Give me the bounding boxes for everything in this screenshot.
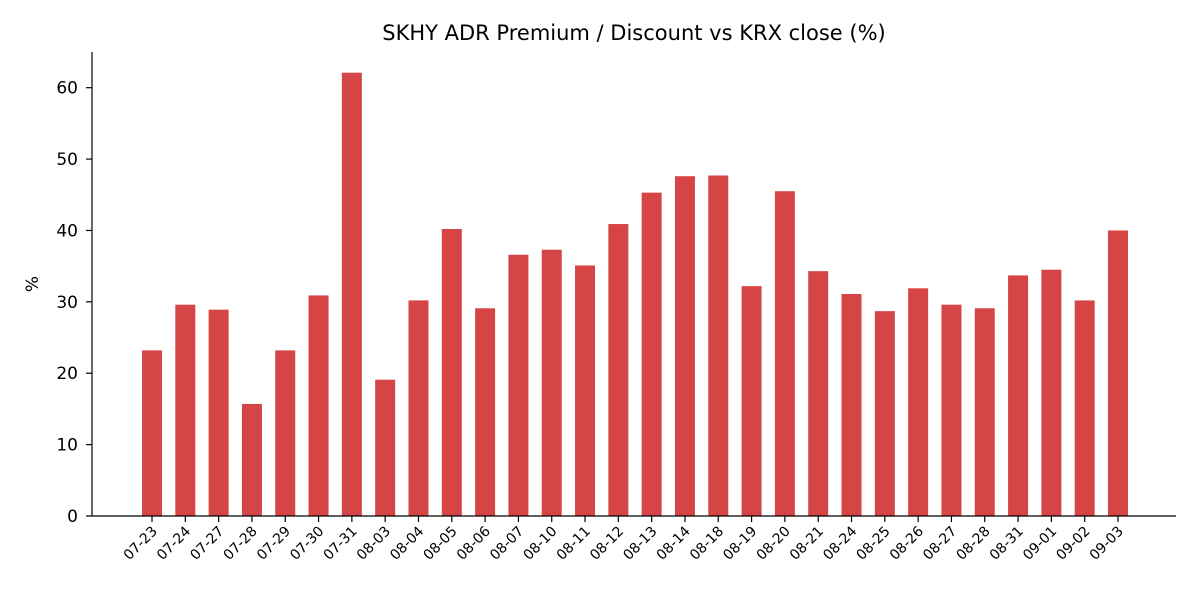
bar-08-13 bbox=[641, 192, 662, 516]
bars-group bbox=[142, 72, 1128, 517]
x-tick-label: 08-06 bbox=[454, 523, 494, 563]
y-tick-label: 60 bbox=[56, 79, 78, 99]
bar-08-28 bbox=[974, 308, 995, 516]
x-tick-label: 08-25 bbox=[854, 524, 894, 564]
x-tick-label: 08-28 bbox=[954, 524, 994, 564]
bar-08-31 bbox=[1008, 275, 1029, 516]
x-tick-label: 08-07 bbox=[487, 524, 527, 564]
bar-08-14 bbox=[674, 176, 695, 516]
x-tick-label: 07-30 bbox=[287, 524, 327, 564]
y-tick-label: 40 bbox=[56, 221, 78, 241]
bar-07-30 bbox=[308, 295, 329, 516]
x-tick-label: 08-18 bbox=[687, 524, 727, 564]
bar-08-06 bbox=[475, 308, 496, 516]
x-tick-label: 08-26 bbox=[887, 523, 927, 563]
x-tick-label: 08-21 bbox=[787, 524, 827, 564]
bar-07-28 bbox=[241, 403, 262, 516]
x-tick-label: 08-03 bbox=[354, 524, 394, 564]
x-tick-label: 09-01 bbox=[1020, 524, 1060, 564]
x-axis: 07-2307-2407-2707-2807-2907-3007-3108-03… bbox=[92, 515, 1176, 564]
bar-08-10 bbox=[541, 249, 562, 517]
x-tick-label: 07-24 bbox=[154, 523, 194, 563]
bar-08-21 bbox=[808, 271, 829, 516]
bar-07-24 bbox=[175, 304, 196, 516]
bar-08-27 bbox=[941, 304, 962, 516]
bar-09-03 bbox=[1108, 230, 1128, 516]
bar-07-23 bbox=[142, 350, 162, 516]
x-tick-label: 09-03 bbox=[1087, 524, 1127, 564]
x-tick-label: 08-20 bbox=[754, 524, 794, 564]
y-tick-label: 50 bbox=[56, 150, 78, 170]
bar-08-20 bbox=[774, 191, 795, 516]
x-tick-label: 08-31 bbox=[987, 524, 1027, 564]
bar-08-11 bbox=[575, 265, 596, 516]
bar-08-12 bbox=[608, 224, 629, 517]
bar-07-27 bbox=[208, 309, 229, 516]
bar-08-25 bbox=[874, 311, 895, 516]
x-tick-label: 08-14 bbox=[654, 523, 694, 563]
x-tick-label: 07-23 bbox=[121, 524, 161, 564]
x-tick-label: 08-11 bbox=[554, 524, 594, 564]
bar-08-24 bbox=[841, 293, 862, 516]
bar-08-04 bbox=[408, 300, 429, 516]
y-tick-label: 0 bbox=[67, 507, 78, 527]
x-tick-label: 07-28 bbox=[221, 524, 261, 564]
y-tick-label: 10 bbox=[56, 436, 78, 456]
bar-08-19 bbox=[741, 286, 762, 516]
y-axis: 0 10 20 30 40 50 60 bbox=[56, 52, 93, 527]
x-tick-label: 08-13 bbox=[620, 524, 660, 564]
x-tick-label: 07-29 bbox=[254, 524, 294, 564]
x-tick-label: 08-24 bbox=[820, 523, 860, 563]
bar-08-07 bbox=[508, 254, 529, 517]
y-axis-label: % bbox=[23, 276, 43, 292]
bar-08-05 bbox=[441, 229, 462, 516]
chart-title: SKHY ADR Premium / Discount vs KRX close… bbox=[382, 21, 886, 45]
x-tick-label: 08-19 bbox=[720, 524, 760, 564]
bar-09-01 bbox=[1041, 269, 1062, 516]
x-tick-label: 07-31 bbox=[321, 524, 361, 564]
bar-08-26 bbox=[908, 288, 929, 516]
x-tick-label: 08-05 bbox=[421, 524, 461, 564]
bar-09-02 bbox=[1074, 300, 1095, 516]
y-tick-label: 20 bbox=[56, 364, 78, 384]
y-tick-label: 30 bbox=[56, 293, 78, 313]
bar-07-31 bbox=[341, 72, 362, 516]
x-tick-label: 08-04 bbox=[387, 523, 427, 563]
x-tick-label: 08-27 bbox=[920, 524, 960, 564]
bar-08-03 bbox=[375, 379, 396, 516]
x-tick-label: 07-27 bbox=[187, 524, 227, 564]
bar-08-18 bbox=[708, 175, 729, 516]
x-tick-label: 08-12 bbox=[587, 524, 627, 564]
bar-07-29 bbox=[275, 350, 296, 516]
x-tick-label: 08-10 bbox=[520, 524, 560, 564]
x-tick-label: 09-02 bbox=[1053, 524, 1093, 564]
